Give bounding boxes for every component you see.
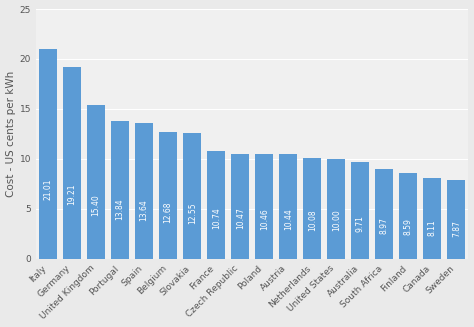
Bar [87, 105, 105, 259]
Bar [111, 121, 129, 259]
Text: 10.47: 10.47 [236, 208, 245, 230]
Text: 10.08: 10.08 [308, 209, 317, 231]
Bar [39, 49, 57, 259]
Text: 10.44: 10.44 [284, 208, 293, 230]
Y-axis label: Cost - US cents per kWh: Cost - US cents per kWh [6, 71, 16, 197]
Bar [400, 173, 418, 259]
Bar [351, 162, 369, 259]
Text: 10.74: 10.74 [212, 207, 221, 229]
Text: 15.40: 15.40 [91, 194, 100, 216]
Bar [279, 154, 297, 259]
Bar [447, 180, 465, 259]
Text: 8.97: 8.97 [380, 217, 389, 234]
Bar [328, 159, 346, 259]
Bar [231, 154, 249, 259]
Text: 8.11: 8.11 [428, 219, 437, 236]
Bar [255, 154, 273, 259]
Bar [183, 133, 201, 259]
Text: 10.46: 10.46 [260, 208, 269, 230]
Text: 13.84: 13.84 [116, 198, 125, 220]
Bar [375, 169, 393, 259]
Bar [159, 132, 177, 259]
Text: 7.87: 7.87 [452, 220, 461, 237]
Text: 12.68: 12.68 [164, 202, 173, 223]
Bar [423, 178, 441, 259]
Text: 19.21: 19.21 [68, 183, 77, 205]
Text: 9.71: 9.71 [356, 215, 365, 232]
Bar [303, 158, 321, 259]
Text: 13.64: 13.64 [140, 199, 149, 221]
Text: 12.55: 12.55 [188, 202, 197, 224]
Bar [135, 123, 153, 259]
Bar [63, 67, 81, 259]
Text: 21.01: 21.01 [44, 179, 53, 200]
Bar [207, 151, 225, 259]
Text: 10.00: 10.00 [332, 209, 341, 231]
Text: 8.59: 8.59 [404, 218, 413, 235]
